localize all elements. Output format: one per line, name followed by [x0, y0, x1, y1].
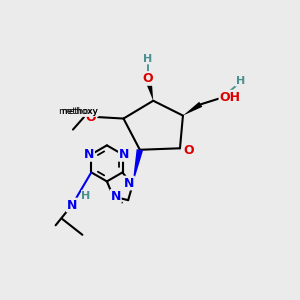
Text: N: N — [124, 177, 134, 190]
Text: N: N — [67, 199, 77, 212]
Text: N: N — [84, 148, 94, 161]
Text: O: O — [86, 111, 96, 124]
Text: methoxy: methoxy — [58, 107, 98, 116]
Text: methoxy: methoxy — [61, 106, 98, 116]
Text: O: O — [142, 72, 153, 85]
Text: N: N — [119, 148, 129, 161]
Text: O: O — [183, 144, 194, 157]
Polygon shape — [147, 84, 153, 101]
Text: H: H — [236, 76, 245, 86]
Text: OH: OH — [219, 91, 240, 104]
Text: H: H — [82, 190, 91, 200]
Polygon shape — [132, 149, 143, 185]
Text: N: N — [110, 190, 121, 203]
Polygon shape — [183, 102, 203, 116]
Text: H: H — [143, 53, 152, 64]
